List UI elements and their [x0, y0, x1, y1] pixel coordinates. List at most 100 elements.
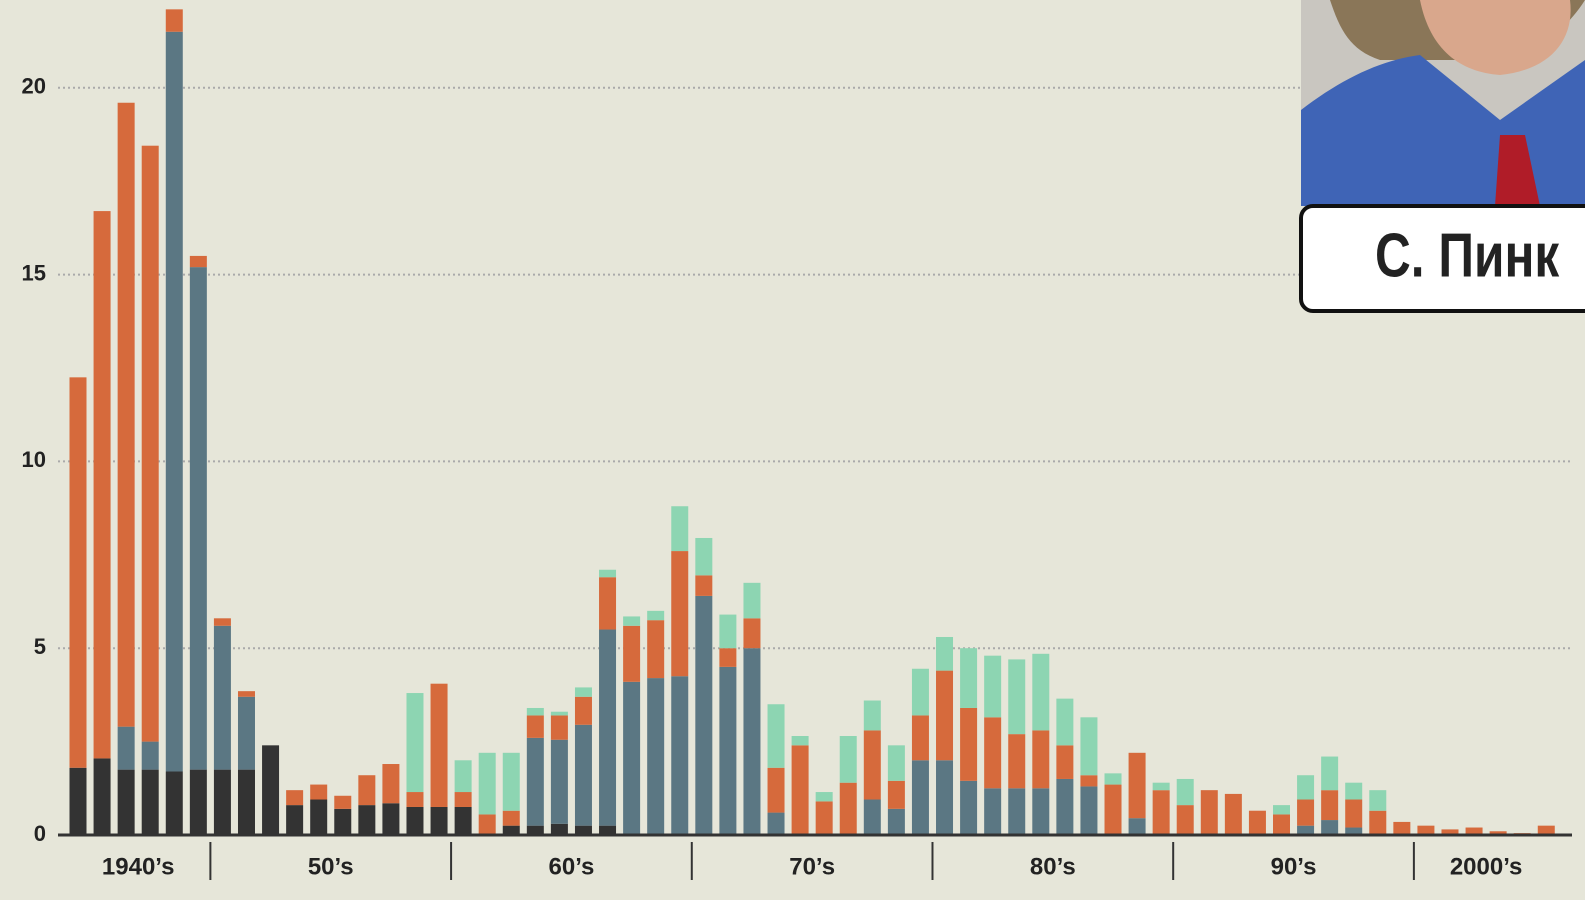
bar-segment: [406, 792, 423, 807]
bar-segment: [1056, 779, 1073, 835]
bar-segment: [1369, 811, 1386, 835]
bar-segment: [984, 788, 1001, 835]
bar-segment: [1177, 779, 1194, 805]
bar-segment: [960, 648, 977, 708]
bar-segment: [671, 551, 688, 676]
bar-segment: [1032, 788, 1049, 835]
bar-segment: [1080, 786, 1097, 835]
bar-segment: [864, 701, 881, 731]
bar-segment: [1177, 805, 1194, 835]
bar-segment: [840, 736, 857, 783]
bar-segment: [479, 814, 496, 835]
bar-segment: [503, 811, 520, 826]
x-group-label: 90’s: [1271, 853, 1317, 880]
bar-segment: [142, 146, 159, 742]
bar-segment: [792, 736, 809, 745]
bar-segment: [190, 256, 207, 267]
bar-segment: [455, 807, 472, 835]
bar-segment: [912, 760, 929, 835]
bar-segment: [647, 678, 664, 835]
x-group-label: 70’s: [789, 853, 835, 880]
page: {"chart_data": {"type": "bar", "stacked"…: [0, 0, 1585, 900]
bar-segment: [743, 618, 760, 648]
bar-segment: [70, 768, 87, 835]
bar-segment: [1153, 783, 1170, 790]
bar-segment: [214, 626, 231, 770]
bar-segment: [936, 637, 953, 671]
bar-segment: [238, 697, 255, 770]
bar-segment: [382, 803, 399, 835]
bar-segment: [358, 775, 375, 805]
bar-segment: [960, 781, 977, 835]
bar-segment: [1008, 734, 1025, 788]
bar-segment: [1369, 790, 1386, 811]
bar-segment: [864, 800, 881, 835]
caption: С. Пинк: [1375, 220, 1560, 290]
bar-segment: [334, 809, 351, 835]
bar-segment: [623, 616, 640, 625]
bar-segment: [431, 807, 448, 835]
x-group-label: 80’s: [1030, 853, 1076, 880]
bar-segment: [888, 745, 905, 780]
bar-segment: [647, 620, 664, 678]
bar-segment: [1249, 811, 1266, 835]
bar-segment: [743, 583, 760, 618]
bar-segment: [1105, 773, 1122, 784]
bar-segment: [142, 770, 159, 835]
bar-segment: [1129, 753, 1146, 818]
bar-segment: [382, 764, 399, 803]
bar-segment: [719, 615, 736, 649]
bar-segment: [1345, 800, 1362, 828]
bar-segment: [262, 745, 279, 835]
bar-segment: [719, 648, 736, 667]
bar-segment: [1056, 699, 1073, 746]
bar-segment: [431, 684, 448, 807]
bar-segment: [406, 807, 423, 835]
bar-segment: [984, 717, 1001, 788]
bar-segment: [1321, 757, 1338, 791]
bar-segment: [551, 740, 568, 824]
x-group-label: 60’s: [549, 853, 595, 880]
bar-segment: [142, 742, 159, 770]
y-tick-label: 10: [22, 447, 46, 472]
bar-segment: [984, 656, 1001, 718]
bar-segment: [1393, 822, 1410, 835]
bar-segment: [1080, 717, 1097, 775]
bar-segment: [768, 704, 785, 768]
bar-segment: [575, 697, 592, 725]
bar-segment: [166, 32, 183, 772]
bar-segment: [599, 577, 616, 629]
bar-segment: [1129, 818, 1146, 835]
bar-segment: [647, 611, 664, 620]
bar-segment: [1032, 730, 1049, 788]
bar-segment: [551, 712, 568, 716]
bar-segment: [719, 667, 736, 835]
bar-segment: [888, 809, 905, 835]
bar-segment: [166, 771, 183, 835]
bar-segment: [816, 801, 833, 835]
bar-segment: [1201, 790, 1218, 835]
bar-segment: [575, 687, 592, 696]
bar-segment: [695, 538, 712, 575]
chart: 051015201940’s50’s60’s70’s80’s90’s2000’s…: [0, 0, 1585, 900]
x-group-label: 50’s: [308, 853, 354, 880]
bar-segment: [406, 693, 423, 792]
bar-segment: [1273, 805, 1290, 814]
bar-segment: [599, 630, 616, 826]
x-group-label: 1940’s: [102, 853, 175, 880]
bar-segment: [503, 753, 520, 811]
bar-segment: [310, 785, 327, 800]
speaker-photo: [1301, 0, 1585, 206]
bar-segment: [792, 745, 809, 835]
bar-segment: [936, 760, 953, 835]
bar-segment: [358, 805, 375, 835]
bar-segment: [1056, 745, 1073, 779]
bar-segment: [118, 770, 135, 835]
bar-segment: [238, 770, 255, 835]
bar-segment: [575, 725, 592, 826]
bar-segment: [623, 626, 640, 682]
bar-segment: [118, 727, 135, 770]
bar-segment: [190, 267, 207, 769]
y-tick-label: 15: [22, 260, 46, 285]
bar-segment: [743, 648, 760, 835]
